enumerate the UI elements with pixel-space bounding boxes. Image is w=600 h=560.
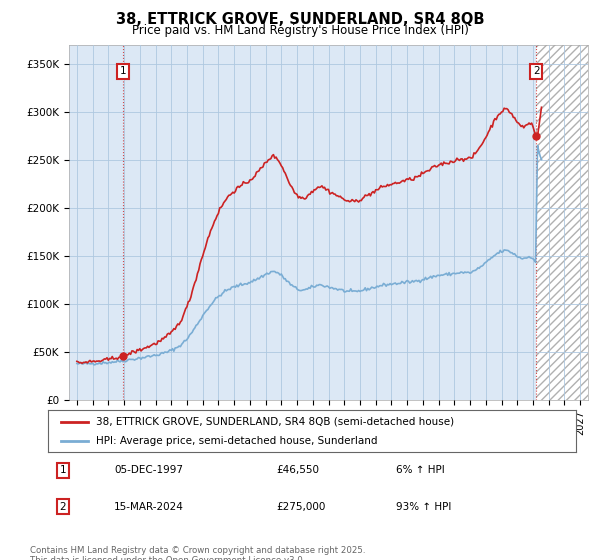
Text: HPI: Average price, semi-detached house, Sunderland: HPI: Average price, semi-detached house,…	[95, 436, 377, 446]
Text: 38, ETTRICK GROVE, SUNDERLAND, SR4 8QB (semi-detached house): 38, ETTRICK GROVE, SUNDERLAND, SR4 8QB (…	[95, 417, 454, 427]
Text: 05-DEC-1997: 05-DEC-1997	[114, 465, 183, 475]
Text: 38, ETTRICK GROVE, SUNDERLAND, SR4 8QB: 38, ETTRICK GROVE, SUNDERLAND, SR4 8QB	[116, 12, 484, 27]
Text: Price paid vs. HM Land Registry's House Price Index (HPI): Price paid vs. HM Land Registry's House …	[131, 24, 469, 37]
Bar	[536, 45, 588, 400]
Text: Contains HM Land Registry data © Crown copyright and database right 2025.
This d: Contains HM Land Registry data © Crown c…	[30, 546, 365, 560]
Text: £46,550: £46,550	[276, 465, 319, 475]
Text: 2: 2	[59, 502, 67, 512]
Text: 93% ↑ HPI: 93% ↑ HPI	[396, 502, 451, 512]
Text: 6% ↑ HPI: 6% ↑ HPI	[396, 465, 445, 475]
Text: 2: 2	[533, 67, 539, 77]
Text: 1: 1	[119, 67, 126, 77]
Text: 1: 1	[59, 465, 67, 475]
Text: £275,000: £275,000	[276, 502, 325, 512]
Text: 15-MAR-2024: 15-MAR-2024	[114, 502, 184, 512]
